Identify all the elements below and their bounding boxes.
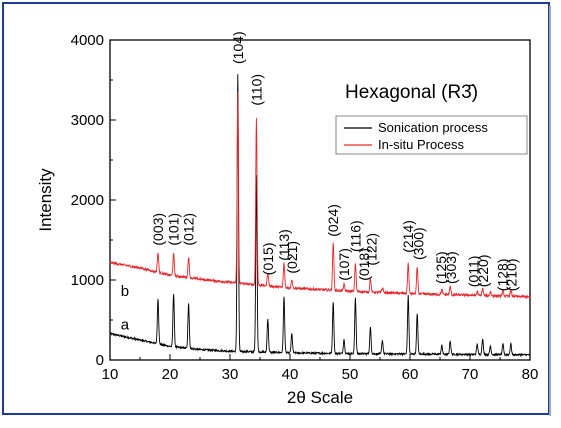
x-axis-title: 2θ Scale xyxy=(287,388,353,407)
y-axis: 0 1000 2000 3000 4000 xyxy=(71,32,116,369)
y-tick-label: 0 xyxy=(96,352,104,369)
peak-label: (214) xyxy=(400,220,416,253)
peak-label: (104) xyxy=(230,31,246,64)
legend-label-sonication: Sonication process xyxy=(378,120,488,135)
peak-label: (210) xyxy=(503,259,519,292)
peak-label: (220) xyxy=(475,255,491,288)
peak-label: (116) xyxy=(347,220,363,252)
peak-label: (303) xyxy=(443,251,459,284)
x-axis: 10 20 30 40 50 60 70 80 xyxy=(102,354,539,383)
plot-area xyxy=(109,39,531,361)
x-tick-label: 30 xyxy=(222,366,239,383)
series-line-0 xyxy=(109,74,531,358)
peak-label: (018) xyxy=(356,248,372,281)
peak-label: (012) xyxy=(181,213,197,246)
series-line-1 xyxy=(109,92,531,300)
x-tick-label: 40 xyxy=(282,366,299,383)
peak-label: (107) xyxy=(336,248,352,281)
x-tick-label: 70 xyxy=(462,366,479,383)
peak-label: (122) xyxy=(364,233,380,266)
y-tick-label: 2000 xyxy=(71,192,104,209)
series-layer xyxy=(109,74,531,358)
x-tick-label: 50 xyxy=(342,366,359,383)
x-tick-label: 80 xyxy=(522,366,539,383)
peak-label: (015) xyxy=(260,243,276,276)
legend: Sonication process In-situ Process xyxy=(335,115,528,155)
y-axis-title: Intensity xyxy=(36,168,55,232)
curve-tag-layer: ab xyxy=(121,283,130,334)
x-tick-label: 10 xyxy=(102,366,119,383)
peak-label: (024) xyxy=(325,204,341,237)
legend-label-insitu: In-situ Process xyxy=(378,137,464,152)
x-tick-label: 20 xyxy=(162,366,179,383)
annotation-text: Hexagonal (R3̄) xyxy=(345,82,478,103)
peak-label: (021) xyxy=(284,241,300,274)
peak-label: (113) xyxy=(276,229,292,261)
curve-tag-b: b xyxy=(121,283,129,300)
peak-label: (300) xyxy=(410,227,426,260)
y-tick-label: 1000 xyxy=(71,272,104,289)
outer-frame-shadow xyxy=(549,6,551,416)
x-tick-label: 60 xyxy=(402,366,419,383)
peak-label: (110) xyxy=(248,74,264,106)
y-tick-label: 3000 xyxy=(71,112,104,129)
legend-box xyxy=(335,115,528,155)
y-tick-label: 4000 xyxy=(71,32,104,49)
curve-tag-a: a xyxy=(121,317,130,334)
peak-label: (125) xyxy=(433,251,449,284)
peak-label-layer: (003) (101) (012) (104)(110) (015) (113)(021)… xyxy=(150,31,519,291)
peak-label: (011) xyxy=(466,256,482,288)
peak-label: (128) xyxy=(494,259,510,292)
peak-label: (003) xyxy=(150,213,166,246)
peak-label: (101) xyxy=(166,213,182,246)
